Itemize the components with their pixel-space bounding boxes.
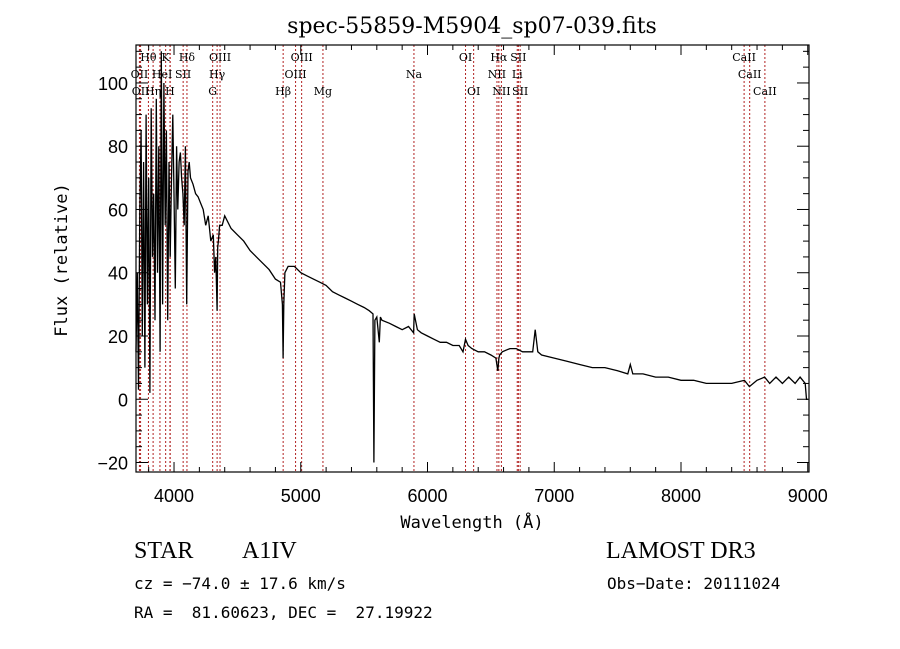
y-tick-label: 60	[108, 200, 128, 220]
x-tick-label: 8000	[661, 486, 701, 506]
x-axis-ticks: 4000 5000 6000 7000 8000 9000	[148, 45, 828, 506]
line-marker-label: SII	[512, 85, 528, 98]
line-marker-label: Li	[512, 68, 523, 81]
line-marker-label: I	[168, 68, 172, 81]
line-marker-label: CaII	[753, 85, 777, 98]
y-tick-label: 100	[98, 74, 128, 94]
redshift-text: cz = −74.0 ± 17.6 km/s	[134, 574, 346, 593]
x-tick-label: 4000	[154, 486, 194, 506]
line-marker-label: OII	[131, 68, 149, 81]
line-marker-label: CaII	[732, 51, 756, 64]
x-tick-label: 7000	[534, 486, 574, 506]
line-marker-label: Hβ	[275, 85, 291, 98]
line-marker-label: Hθ	[140, 51, 157, 64]
x-tick-label: 5000	[281, 486, 321, 506]
y-tick-label: 20	[108, 327, 128, 347]
line-marker-label: Hδ	[179, 51, 196, 64]
line-marker-label: Hα	[490, 51, 508, 64]
chart-title: spec-55859-M5904_sp07-039.fits	[287, 14, 657, 39]
object-class: STAR	[134, 538, 194, 564]
y-tick-label: 80	[108, 137, 128, 157]
y-tick-label: 0	[118, 390, 128, 410]
line-marker-label: SII	[175, 68, 191, 81]
line-marker-label: Hη	[145, 85, 161, 98]
line-marker-label: OI	[459, 51, 472, 64]
y-tick-label: −20	[97, 454, 128, 474]
line-marker-label: OIII	[285, 68, 307, 81]
line-marker-label: G	[208, 85, 217, 98]
line-marker-label: OIII	[291, 51, 313, 64]
line-marker-label: Hγ	[209, 68, 226, 81]
plot-frame	[135, 44, 810, 473]
line-marker-label: K	[162, 51, 171, 64]
line-marker-label: Mg	[314, 85, 332, 98]
line-marker-label: OI	[467, 85, 480, 98]
line-marker-label: Na	[406, 68, 423, 81]
line-markers	[138, 45, 766, 472]
x-tick-label: 9000	[788, 486, 828, 506]
y-axis-label: Flux (relative)	[52, 183, 72, 337]
survey-label: LAMOST DR3	[606, 538, 756, 564]
y-axis-ticks: −20 0 20 40 60 80 100	[97, 50, 809, 474]
line-marker-label: NII	[492, 85, 510, 98]
x-tick-label: 6000	[407, 486, 447, 506]
y-tick-label: 40	[108, 264, 128, 284]
x-axis-label: Wavelength (Å)	[400, 511, 543, 533]
coordinates-text: RA = 81.60623, DEC = 27.19922	[134, 603, 433, 622]
line-marker-label: OIII	[209, 51, 231, 64]
line-marker-label: NII	[488, 68, 506, 81]
line-marker-label: H	[165, 85, 175, 98]
line-marker-label: SII	[510, 51, 526, 64]
object-subclass: A1IV	[242, 538, 297, 564]
line-marker-label: He	[152, 68, 168, 81]
line-marker-label: CaII	[738, 68, 762, 81]
obs-date-text: Obs−Date: 20111024	[607, 574, 781, 593]
spectrum-line	[135, 51, 808, 463]
